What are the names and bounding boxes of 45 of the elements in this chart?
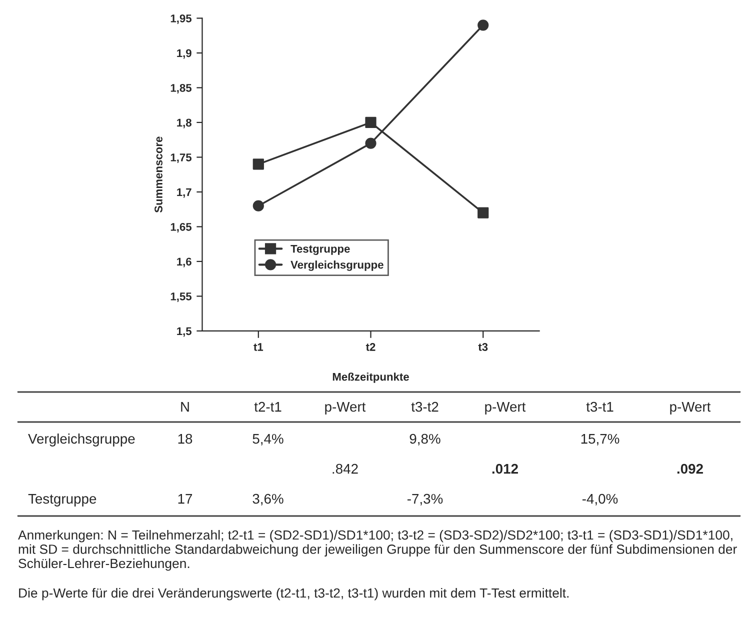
point	[365, 138, 376, 149]
x-tick-label: t2	[366, 343, 376, 351]
y-tick-label: 1,6	[177, 258, 192, 268]
y-axis-title: Summenscore	[154, 136, 162, 213]
y-tick-label: 1,75	[170, 154, 192, 163]
x-tick-label: t3	[478, 343, 488, 351]
x-tick-label: t1	[254, 343, 264, 351]
text: 15,7%	[581, 434, 620, 446]
text: -4,0%	[582, 494, 618, 506]
point	[478, 20, 489, 31]
text: p-Wert	[325, 402, 366, 414]
y-tick-label: 1,9	[177, 49, 192, 59]
text: -7,3%	[407, 494, 443, 506]
y-tick-label: 1,5	[177, 327, 192, 337]
legend-label: Vergleichsgruppe	[290, 260, 384, 271]
text: .092	[677, 464, 703, 474]
x-axis-title: Meßzeitpunkte	[332, 372, 409, 383]
text: .012	[492, 464, 518, 474]
text: p-Wert	[485, 402, 526, 414]
text: 9,8%	[410, 434, 440, 446]
text: t2-t1	[254, 402, 282, 412]
text: Anmerkungen: N = Teilnehmerzahl; t2-t1 = (SD2-SD1)/SD1*100; t3-t2 = (SD3-SD2)/SD2*100; t3-t1 = (SD3-SD1)/SD1*100, mit SD = durchschnittliche Standardabweichung der jeweiligen Gruppe für den Summenscore der fünf Subdimensionen der Schüler-Lehrer-Beziehungen.	[18, 530, 737, 571]
y-tick-label: 1,65	[170, 222, 192, 232]
y-tick-label: 1,8	[177, 118, 192, 128]
point	[252, 200, 264, 212]
text: Vergleichsgruppe	[28, 434, 135, 446]
text: p-Wert	[670, 402, 711, 414]
text: t3-t1	[586, 402, 614, 412]
legend-label: Testgruppe	[290, 244, 350, 255]
y-tick-label: 1,55	[170, 292, 192, 302]
y-tick-label: 1,85	[170, 84, 192, 94]
point	[252, 158, 264, 170]
point	[478, 207, 489, 218]
text: 5,4%	[252, 434, 284, 446]
text: Testgruppe	[28, 494, 96, 506]
y-tick-label: 1,95	[170, 14, 192, 24]
text: t3-t2	[411, 402, 438, 412]
point	[365, 116, 376, 128]
y-tick-label: 1,7	[177, 188, 192, 198]
text: 18	[178, 434, 192, 444]
text: 3,6%	[252, 494, 284, 506]
text: Die p-Werte für die drei Veränderungswerte (t2-t1, t3-t2, t3-t1) wurden mit dem T-Test ermittelt.	[19, 588, 569, 600]
text: 17	[178, 494, 192, 504]
text: N	[181, 402, 189, 412]
text: .842	[332, 464, 358, 474]
